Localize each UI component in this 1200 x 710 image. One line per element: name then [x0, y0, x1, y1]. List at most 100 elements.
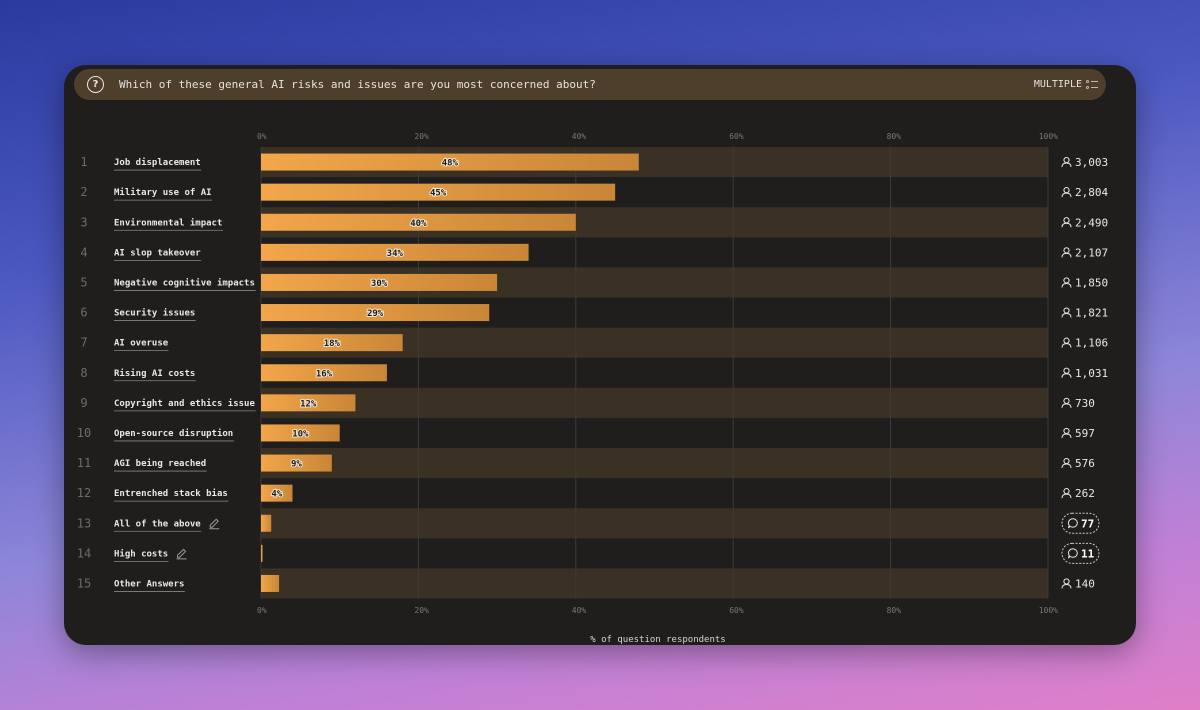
rank-number: 6 — [80, 306, 87, 320]
category-label: Entrenched stack bias — [114, 488, 228, 499]
x-tick-label-top: 60% — [729, 132, 744, 141]
comment-bubble — [1068, 518, 1078, 529]
edit-pencil-icon — [176, 548, 187, 560]
person-body — [1061, 463, 1072, 469]
response-count: 1,031 — [1075, 367, 1108, 380]
bar — [261, 544, 263, 562]
x-tick-label-bottom: 40% — [572, 606, 587, 615]
person-icon — [1061, 457, 1072, 469]
person-icon — [1061, 578, 1072, 589]
bar — [261, 243, 529, 261]
bar — [261, 273, 498, 291]
person-body — [1061, 343, 1072, 348]
response-count: 1,106 — [1075, 337, 1108, 350]
question-header: ? Which of these general AI risks and is… — [74, 69, 1106, 100]
edit-pencil-icon — [209, 518, 220, 530]
response-count: 3,003 — [1075, 156, 1108, 169]
rank-number: 2 — [80, 185, 87, 199]
person-head — [1063, 277, 1070, 284]
edit-pencil-shape — [176, 548, 187, 560]
x-tick-label-top: 20% — [414, 132, 429, 141]
person-icon — [1061, 217, 1072, 228]
person-head — [1063, 427, 1070, 435]
person-icon — [1061, 277, 1072, 288]
x-tick-label-bottom: 20% — [414, 606, 429, 615]
category-label: Copyright and ethics issue — [114, 398, 255, 409]
x-tick-label-bottom: 0% — [257, 606, 267, 615]
question-text: Which of these general AI risks and issu… — [119, 78, 596, 91]
response-count: 1,850 — [1075, 276, 1108, 289]
person-icon — [1061, 337, 1072, 348]
bar — [261, 304, 490, 322]
bar-value-label: 4% — [271, 490, 282, 500]
bar-value-label: 12% — [300, 399, 317, 409]
bar-value-label: 9% — [291, 460, 302, 470]
person-head — [1063, 156, 1070, 164]
person-body — [1061, 373, 1072, 378]
response-count: 1,821 — [1075, 307, 1108, 320]
person-head — [1063, 457, 1070, 465]
response-count: 597 — [1075, 427, 1095, 440]
bar-value-label: 29% — [367, 309, 384, 319]
category-label: Other Answers — [114, 579, 184, 589]
bar — [261, 183, 616, 201]
bar — [261, 334, 403, 352]
bar-value-label: 10% — [292, 429, 309, 439]
rank-number: 14 — [77, 546, 91, 560]
response-count: 2,804 — [1075, 186, 1108, 199]
category-label: Rising AI costs — [114, 368, 195, 379]
bar — [261, 424, 340, 442]
person-head — [1063, 187, 1070, 194]
bar-value-label: 30% — [371, 279, 388, 289]
bar — [261, 213, 576, 231]
person-icon — [1061, 307, 1072, 318]
x-tick-label-top: 100% — [1039, 132, 1058, 141]
response-count: 730 — [1075, 397, 1095, 410]
person-icon — [1061, 397, 1072, 408]
person-head — [1063, 217, 1070, 224]
response-count: 2,490 — [1075, 216, 1108, 229]
person-body — [1061, 583, 1072, 589]
bar — [261, 364, 387, 382]
person-icon — [1061, 367, 1072, 378]
row-band — [261, 508, 1048, 539]
person-head — [1063, 307, 1070, 314]
rank-number: 4 — [80, 245, 87, 259]
person-icon — [1061, 187, 1072, 198]
bar-value-label: 18% — [324, 339, 341, 349]
person-head — [1063, 337, 1070, 344]
bar — [261, 454, 332, 472]
person-head — [1063, 367, 1070, 374]
comment-bubble — [1068, 548, 1078, 559]
row-band — [261, 448, 1048, 479]
person-icon — [1061, 488, 1072, 499]
person-body — [1061, 493, 1072, 499]
rank-number: 11 — [77, 456, 91, 470]
comment-count: 11 — [1081, 547, 1095, 560]
person-body — [1061, 433, 1072, 438]
bar — [261, 574, 280, 592]
rank-number: 9 — [80, 396, 87, 410]
rank-number: 7 — [80, 336, 87, 350]
person-body — [1061, 192, 1072, 198]
comment-count-pill — [1061, 542, 1100, 564]
question-mode-label: MULTIPLE — [1033, 79, 1082, 90]
comment-icon — [1068, 548, 1078, 559]
bar-value-label: 45% — [430, 189, 447, 199]
bar — [261, 153, 639, 171]
person-body — [1061, 403, 1072, 408]
bar — [261, 484, 293, 502]
rank-number: 15 — [77, 576, 91, 590]
response-count: 262 — [1075, 487, 1095, 500]
edit-pencil-shape — [209, 518, 220, 530]
bar-value-label: 16% — [316, 369, 333, 379]
x-tick-label-bottom: 60% — [729, 606, 744, 615]
category-label: Negative cognitive impacts — [114, 277, 255, 288]
person-body — [1061, 252, 1072, 258]
rank-number: 5 — [80, 275, 87, 289]
person-icon — [1061, 427, 1072, 438]
response-count: 576 — [1075, 457, 1095, 470]
rank-number: 1 — [80, 155, 87, 169]
x-tick-label-top: 40% — [572, 132, 587, 141]
